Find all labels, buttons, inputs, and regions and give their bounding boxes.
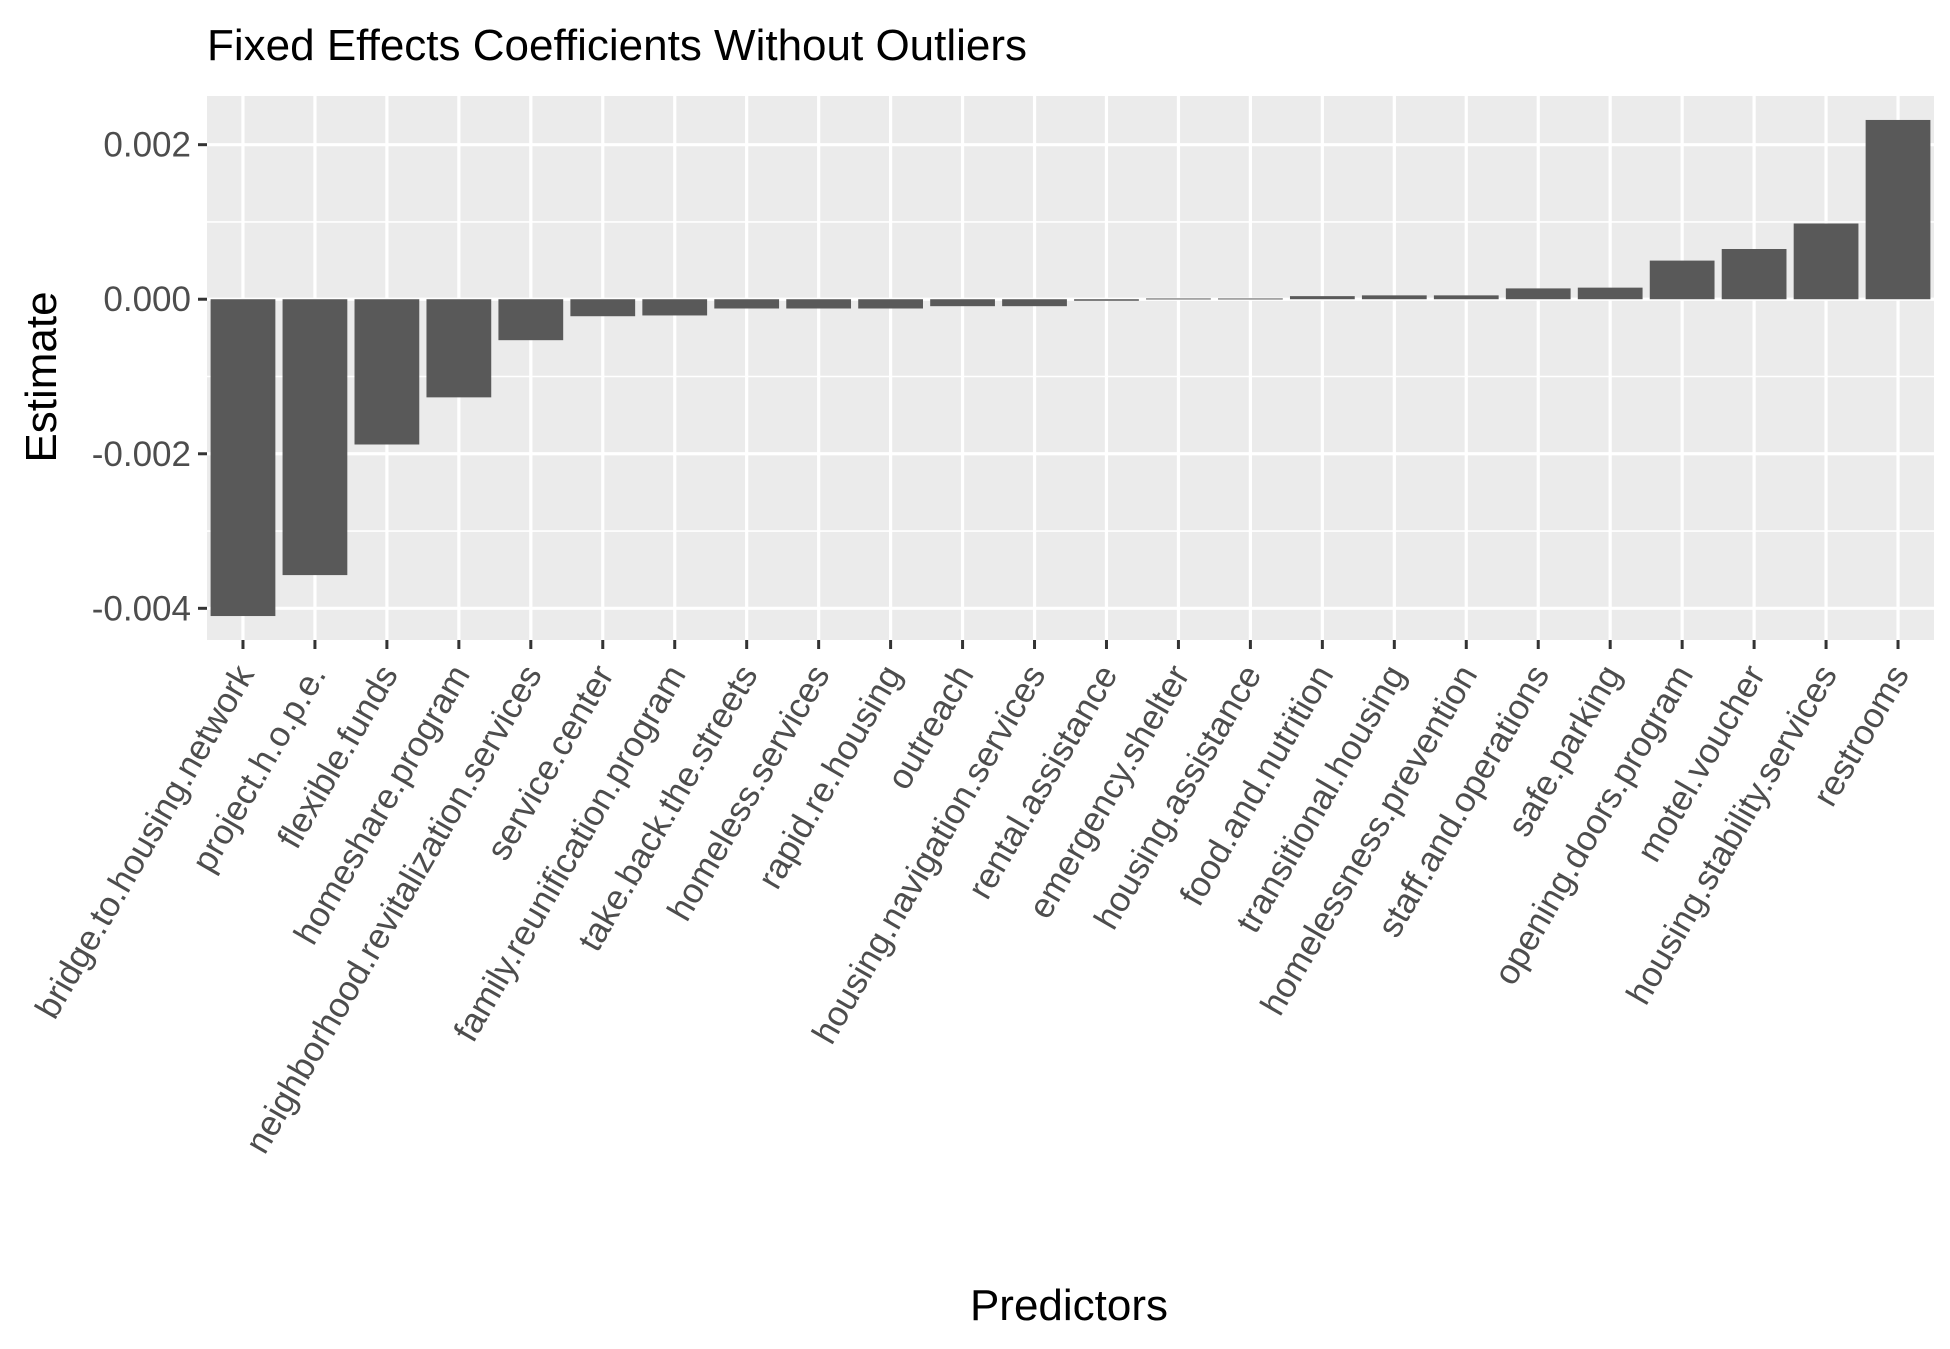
y-axis: 0.002 0.000 -0.002 -0.004 (92, 126, 207, 628)
bar (1505, 288, 1571, 300)
bar (1793, 223, 1859, 300)
minor-gridlines (207, 221, 1934, 532)
bar (714, 299, 780, 309)
bar (210, 299, 276, 617)
y-tick-label: 0.002 (103, 126, 191, 165)
bars (210, 119, 1931, 617)
bar (1577, 287, 1643, 300)
bar (1433, 295, 1499, 300)
bar (642, 299, 708, 316)
bar (786, 299, 852, 309)
bar (282, 299, 348, 576)
bar (1074, 299, 1139, 301)
bar (1146, 298, 1211, 300)
bar (1649, 260, 1715, 300)
plot-panel (207, 96, 1934, 640)
bar (1361, 295, 1427, 300)
bar (1721, 249, 1787, 300)
chart-title: Fixed Effects Coefficients Without Outli… (207, 21, 1027, 70)
bar (498, 299, 564, 341)
bar (354, 299, 420, 445)
y-axis-title: Estimate (17, 291, 66, 462)
bar (930, 299, 995, 307)
bar (1218, 298, 1283, 300)
x-axis: bridge.to.housing.networkproject.h.o.p.e… (28, 640, 1917, 1160)
x-axis-title: Predictors (970, 1281, 1168, 1330)
bar (570, 299, 636, 317)
bar (1865, 119, 1931, 300)
bar (1289, 296, 1355, 300)
bar (426, 299, 492, 398)
bar (1002, 299, 1067, 307)
y-tick-label: -0.002 (92, 435, 191, 474)
y-tick-label: -0.004 (92, 589, 191, 628)
bar (858, 299, 923, 309)
y-tick-label: 0.000 (103, 280, 191, 319)
